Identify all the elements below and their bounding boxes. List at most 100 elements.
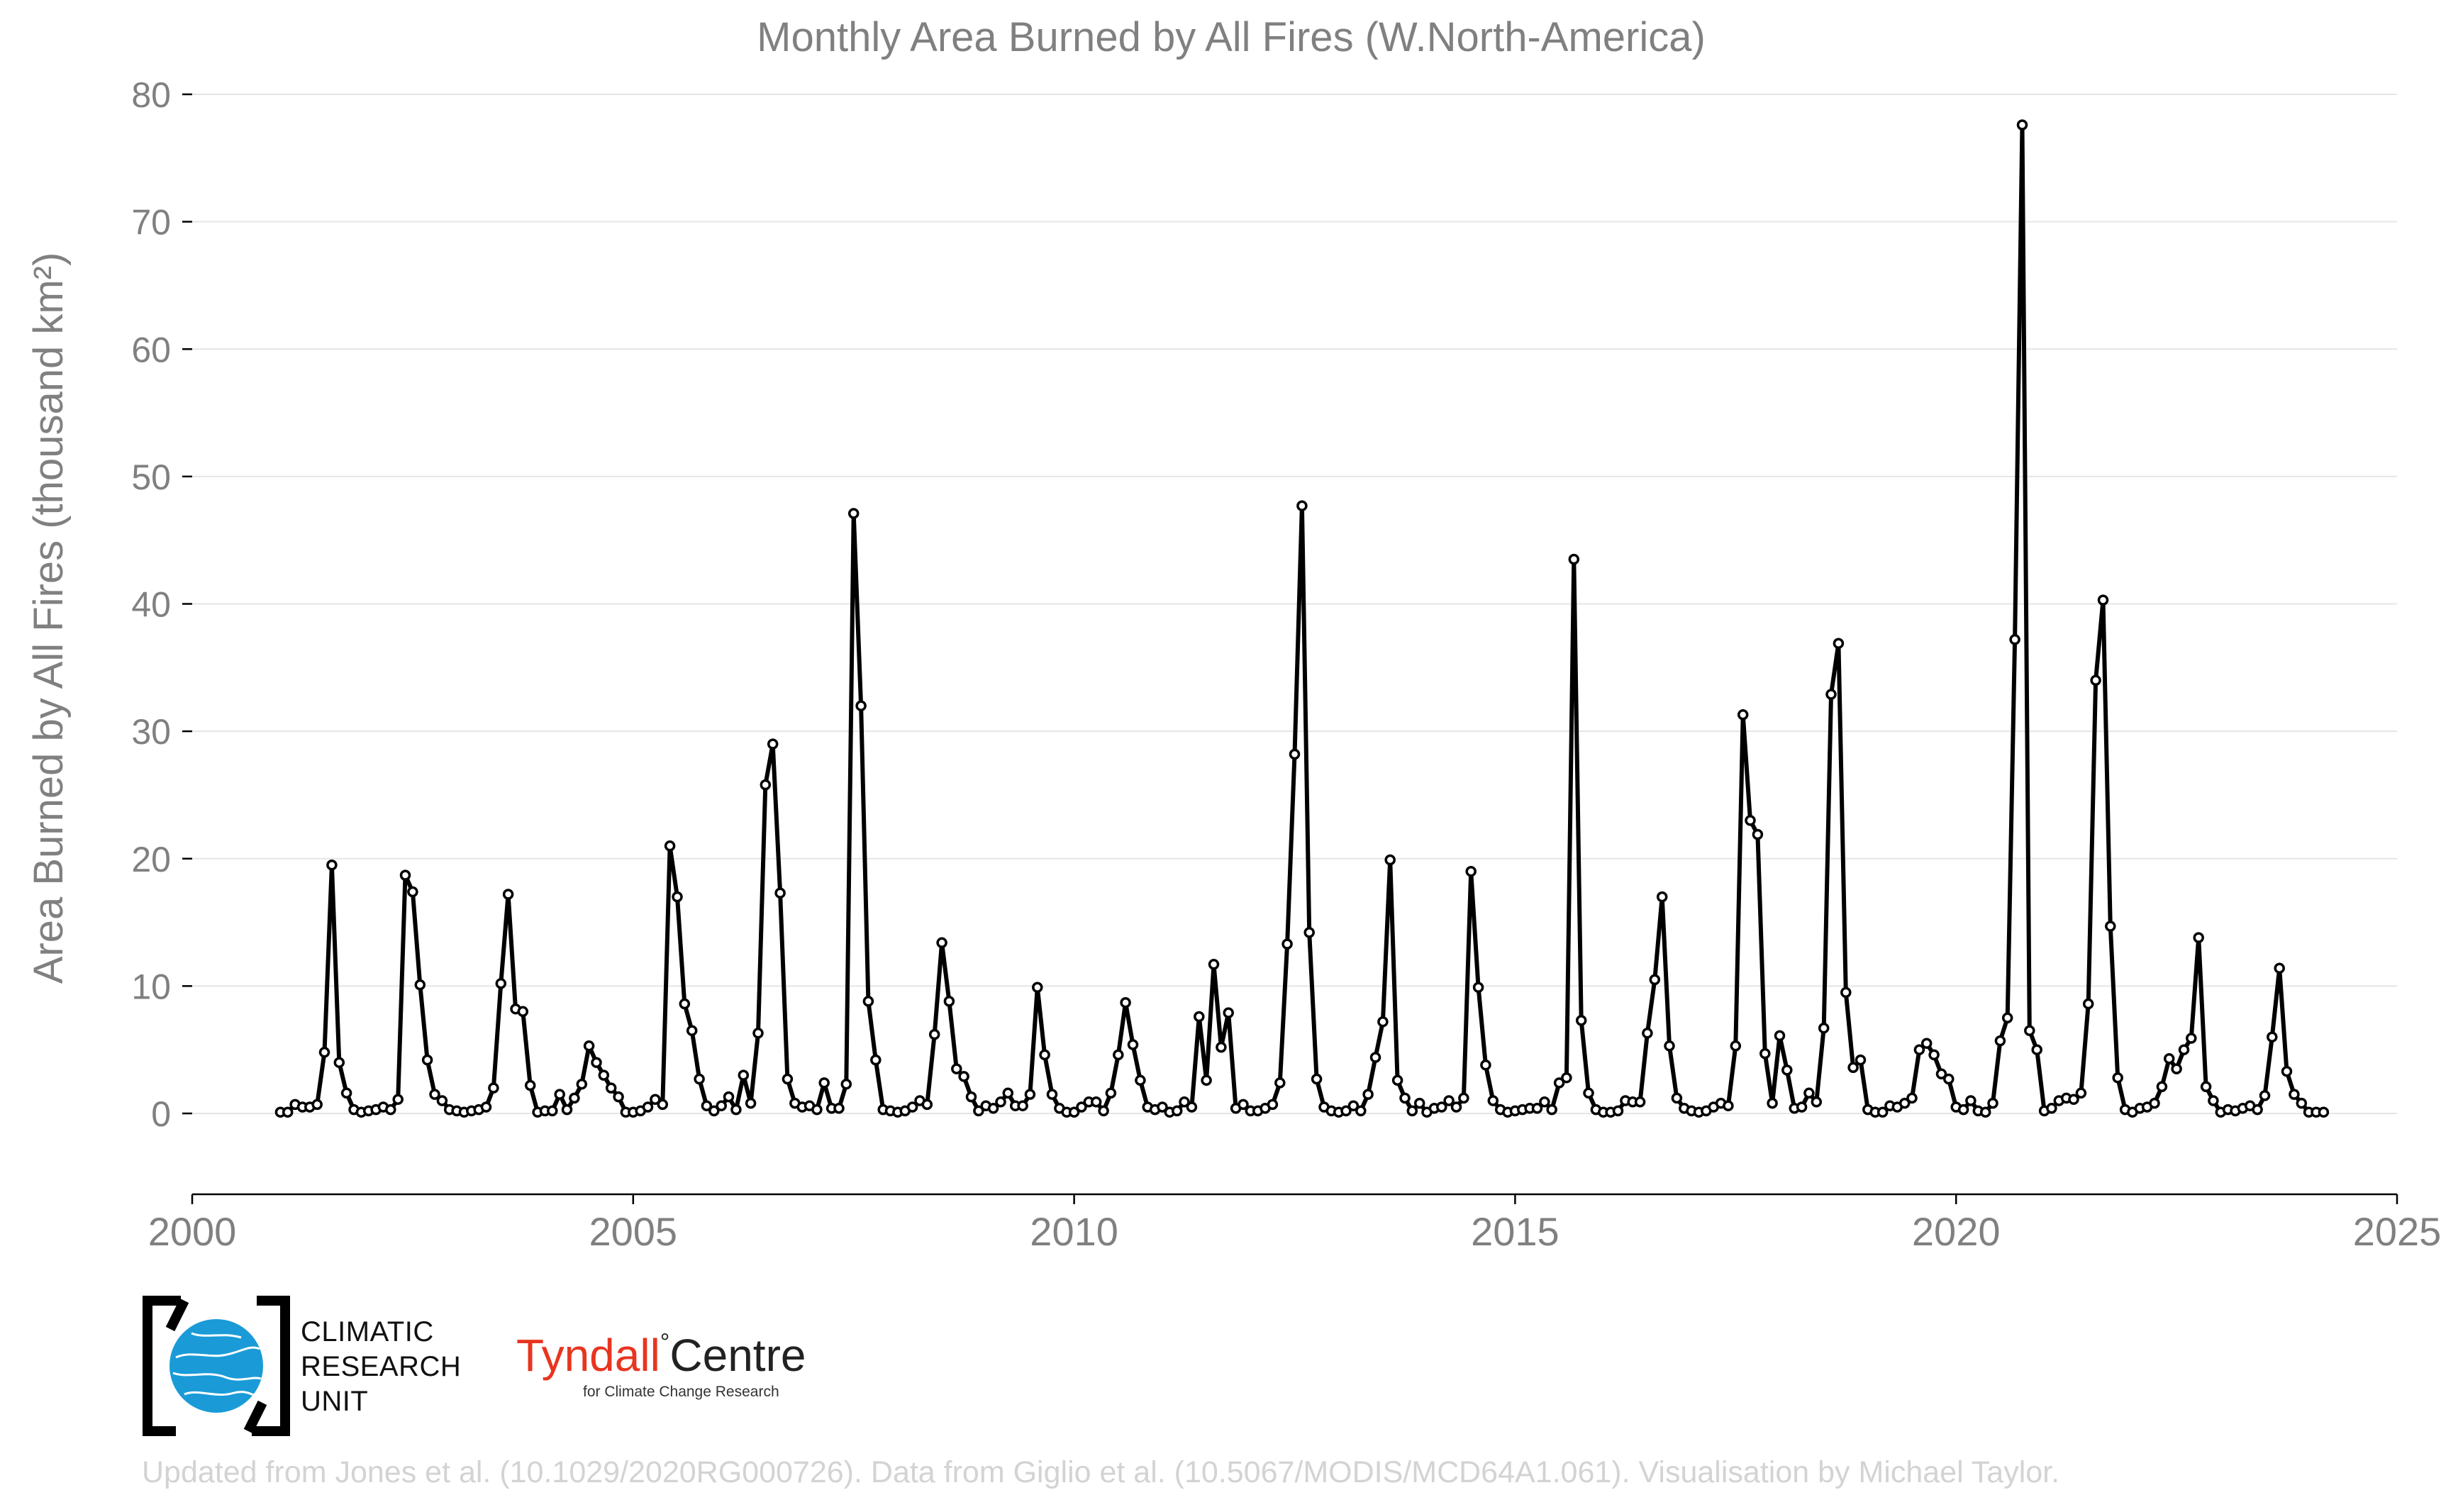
- data-point: [1472, 982, 1484, 993]
- data-point: [2281, 1065, 2293, 1077]
- data-point: [1032, 982, 1043, 993]
- data-point: [1913, 1044, 1925, 1055]
- data-point: [2105, 921, 2116, 932]
- cru-line-3: UNIT: [301, 1386, 369, 1417]
- data-point: [1171, 1105, 1183, 1117]
- chart-title: Monthly Area Burned by All Fires (W.Nort…: [757, 14, 1706, 60]
- data-point: [745, 1097, 757, 1109]
- x-tick-label: 2025: [2353, 1209, 2442, 1254]
- data-point: [488, 1082, 499, 1094]
- data-point: [2208, 1095, 2219, 1106]
- data-point: [1377, 1016, 1389, 1028]
- data-point: [1767, 1097, 1778, 1109]
- data-point: [2178, 1044, 2190, 1055]
- data-point: [1612, 1105, 1624, 1117]
- y-axis-label: Area Burned by All Fires (thousand km²): [26, 252, 72, 984]
- data-point: [708, 1105, 720, 1117]
- data-point: [965, 1091, 977, 1103]
- series-line: [280, 123, 2324, 1115]
- data-point: [1127, 1039, 1139, 1050]
- data-point: [591, 1057, 602, 1068]
- data-point: [752, 1028, 764, 1039]
- data-point: [943, 996, 955, 1007]
- data-point: [517, 1006, 529, 1018]
- data-point: [2200, 1081, 2212, 1093]
- data-point: [2289, 1089, 2300, 1100]
- data-point: [2149, 1097, 2160, 1109]
- data-point: [554, 1089, 565, 1100]
- data-point: [870, 1054, 882, 1066]
- data-point: [701, 1100, 713, 1111]
- data-point: [502, 889, 514, 900]
- data-point: [951, 1063, 962, 1074]
- data-point: [1355, 1105, 1367, 1117]
- data-point: [1957, 1104, 1969, 1116]
- data-point: [613, 1091, 624, 1103]
- data-point: [906, 1101, 918, 1113]
- logos: CLIMATIC RESEARCH UNIT Tyndall°Centre fo…: [142, 1295, 806, 1437]
- data-point: [723, 1091, 735, 1103]
- data-point: [973, 1105, 984, 1117]
- data-point: [2193, 932, 2204, 943]
- x-tick-label: 2005: [589, 1209, 678, 1254]
- chart-text: 0 10 20 30 40 50 60 70 80 2000 2005 2010 2015 2020 202…: [26, 14, 2441, 1254]
- data-point: [1752, 828, 1764, 840]
- tyndall-subtitle: for Climate Change Research: [583, 1384, 779, 1400]
- data-point: [2318, 1106, 2330, 1118]
- data-point: [495, 978, 507, 989]
- data-point: [1539, 1096, 1550, 1108]
- data-point: [1634, 1096, 1646, 1108]
- data-point: [1384, 854, 1396, 866]
- data-point: [1840, 986, 1852, 999]
- data-point: [2024, 1025, 2035, 1036]
- y-tick-label: 70: [131, 203, 171, 243]
- data-point: [1759, 1047, 1771, 1060]
- y-tick-label: 30: [131, 712, 171, 752]
- data-point: [598, 1069, 610, 1081]
- data-point: [1216, 1041, 1227, 1053]
- data-point: [1135, 1074, 1146, 1086]
- data-point: [1994, 1035, 2006, 1047]
- data-point: [1480, 1059, 1491, 1071]
- cru-logo-icon: [143, 1296, 290, 1436]
- tyndall-centre: Centre: [669, 1330, 806, 1381]
- data-point: [1362, 1089, 1374, 1100]
- data-point: [1965, 1095, 1976, 1106]
- data-point: [1546, 1104, 1557, 1116]
- cru-wordmark: CLIMATIC RESEARCH UNIT: [301, 1315, 461, 1419]
- data-point: [657, 1099, 669, 1111]
- data-point: [1833, 638, 1845, 649]
- data-point: [1267, 1099, 1279, 1111]
- data-point: [524, 1079, 536, 1091]
- tyndall-degree: °: [660, 1329, 670, 1356]
- data-point: [333, 1057, 345, 1068]
- data-point: [421, 1054, 433, 1066]
- data-point: [1656, 891, 1668, 903]
- data-point: [1898, 1097, 1911, 1109]
- data-point: [1303, 927, 1315, 938]
- data-point: [1642, 1028, 1653, 1039]
- data-point: [2009, 634, 2020, 645]
- cru-line-1: CLIMATIC: [301, 1316, 434, 1347]
- data-point: [1553, 1077, 1565, 1089]
- data-point: [583, 1040, 595, 1052]
- data-point: [2097, 594, 2109, 606]
- data-point: [1723, 1100, 1734, 1111]
- data-point: [1877, 1106, 1889, 1118]
- data-point: [2296, 1097, 2308, 1109]
- data-point: [730, 1104, 742, 1116]
- data-point: [1113, 1049, 1124, 1061]
- data-point: [1179, 1096, 1190, 1108]
- data-point: [862, 996, 874, 1007]
- x-tick-label: 2010: [1030, 1209, 1118, 1254]
- x-tick-label: 2020: [1912, 1209, 2001, 1254]
- data-point: [1818, 1022, 1830, 1034]
- data-points: [274, 119, 2330, 1118]
- data-point: [1443, 1095, 1455, 1106]
- data-point: [2171, 1063, 2182, 1074]
- data-point: [1223, 1007, 1234, 1018]
- cru-line-2: RESEARCH: [301, 1351, 462, 1382]
- data-point: [1068, 1106, 1080, 1118]
- data-point: [1855, 1054, 1867, 1066]
